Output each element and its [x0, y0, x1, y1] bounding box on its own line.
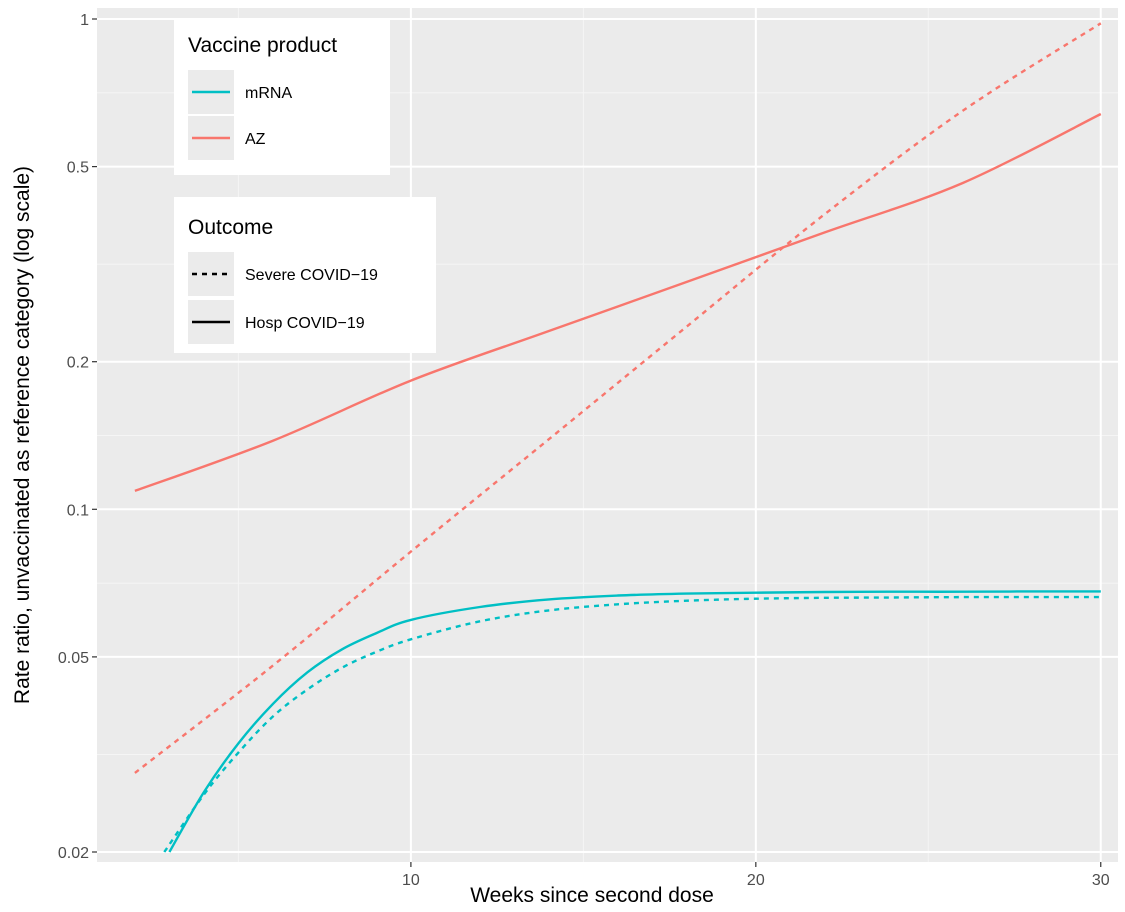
series-line-az-severe	[134, 22, 1102, 774]
x-tick-label: 30	[1092, 872, 1110, 889]
legend-vaccine-title: Vaccine product	[188, 34, 337, 57]
x-axis: 10 20 30	[402, 862, 1110, 889]
y-tick-label: 0.02	[58, 845, 89, 862]
legend-label-severe: Severe COVID−19	[245, 267, 378, 284]
series-line-mrna-severe	[163, 595, 1101, 853]
series-line-az-hosp	[134, 112, 1102, 493]
y-tick-label: 0.2	[67, 355, 89, 372]
y-tick-label: 0.1	[67, 502, 89, 519]
legend-label-az: AZ	[245, 131, 266, 148]
y-tick-label: 0.05	[58, 650, 89, 667]
y-tick-label: 0.5	[67, 160, 89, 177]
legend-label-hosp: Hosp COVID−19	[245, 315, 365, 332]
x-axis-title: Weeks since second dose	[470, 884, 714, 907]
legend-label-mrna: mRNA	[245, 85, 292, 102]
legend-outcome-title: Outcome	[188, 216, 273, 239]
y-tick-label: 1	[80, 12, 89, 29]
y-axis-title: Rate ratio, unvaccinated as reference ca…	[11, 166, 34, 704]
series-layer	[134, 22, 1102, 853]
x-tick-label: 10	[402, 872, 420, 889]
series-line-mrna-hosp	[168, 590, 1101, 853]
x-tick-label: 20	[747, 872, 765, 889]
y-axis: 0.02 0.05 0.1 0.2 0.5 1	[58, 12, 97, 862]
legend-layer: Vaccine product mRNA AZ Outcome Severe COVID…	[174, 20, 436, 353]
